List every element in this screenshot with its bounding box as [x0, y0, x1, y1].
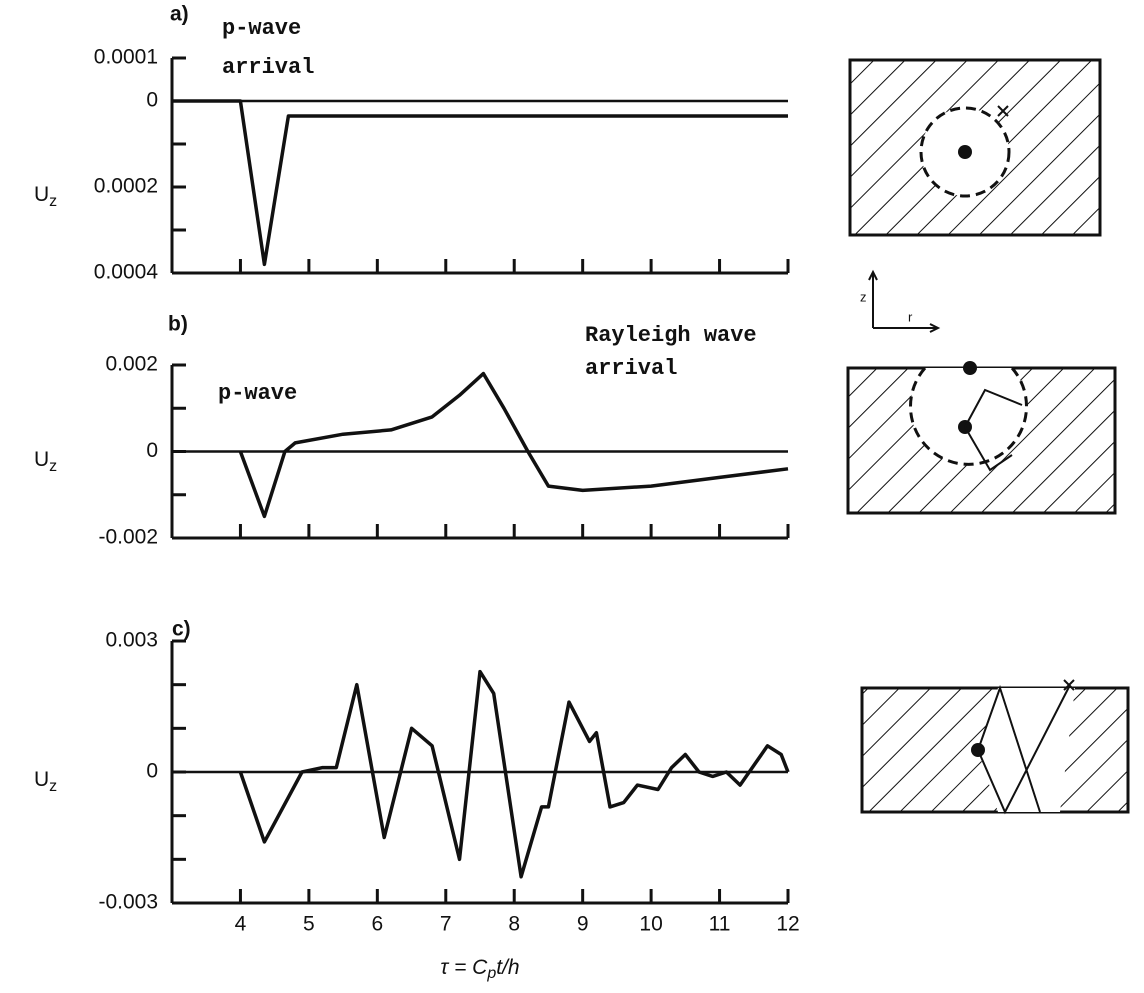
y-tick-label: -0.002 [98, 526, 158, 549]
y-tick-label: 0.0004 [94, 261, 159, 284]
y-label-sub: z [49, 458, 57, 475]
y-label-sub: z [49, 193, 57, 210]
x-label-part: τ = C [440, 956, 488, 979]
x-tick-label: 6 [371, 913, 383, 936]
y-tick-label: 0.003 [105, 629, 158, 652]
y-label-sub: z [49, 778, 57, 795]
y-tick-label: 0.0001 [94, 46, 158, 69]
axis-r-label: r [908, 309, 913, 324]
y-label-main: U [34, 448, 49, 471]
y-tick-label: 0.0002 [94, 175, 158, 198]
x-axis-label: τ = Cpt/h [440, 956, 519, 983]
x-tick-label: 10 [639, 913, 662, 936]
annotation: Rayleigh wave [585, 323, 757, 348]
x-tick-label: 4 [235, 913, 247, 936]
annotation: arrival [585, 356, 677, 381]
x-tick-label: 11 [709, 913, 731, 936]
diagram-c [860, 679, 1130, 815]
data-line [238, 669, 790, 879]
panel-label: b) [168, 313, 188, 336]
x-tick-label: 5 [303, 913, 315, 936]
y-label-main: U [34, 183, 49, 206]
annotation: p-wave [222, 16, 301, 41]
y-tick-label: 0 [146, 89, 158, 112]
x-tick-label: 12 [776, 913, 799, 936]
x-label-part: p [486, 965, 496, 982]
panel-label: c) [172, 618, 191, 641]
diagram-b [846, 361, 1117, 515]
x-tick-label: 9 [577, 913, 589, 936]
y-tick-label: 0 [146, 439, 158, 462]
annotation: p-wave [218, 381, 297, 406]
data-line [172, 99, 788, 267]
y-axis-label: Uz [34, 448, 57, 476]
y-axis-label: Uz [34, 183, 57, 211]
panel-label: a) [170, 3, 189, 26]
annotation: arrival [222, 55, 314, 80]
y-tick-label: 0 [146, 760, 158, 783]
axes-icon: z r [860, 269, 941, 333]
x-tick-label: 8 [508, 913, 520, 936]
axis-z-label: z [860, 289, 867, 304]
y-label-main: U [34, 768, 49, 791]
y-tick-label: -0.003 [98, 891, 158, 914]
y-axis-label: Uz [34, 768, 57, 796]
diagram-a [848, 58, 1102, 237]
x-label-part: t/h [496, 956, 519, 979]
data-line [238, 371, 789, 519]
y-tick-label: 0.002 [105, 353, 158, 376]
x-tick-label: 7 [440, 913, 452, 936]
